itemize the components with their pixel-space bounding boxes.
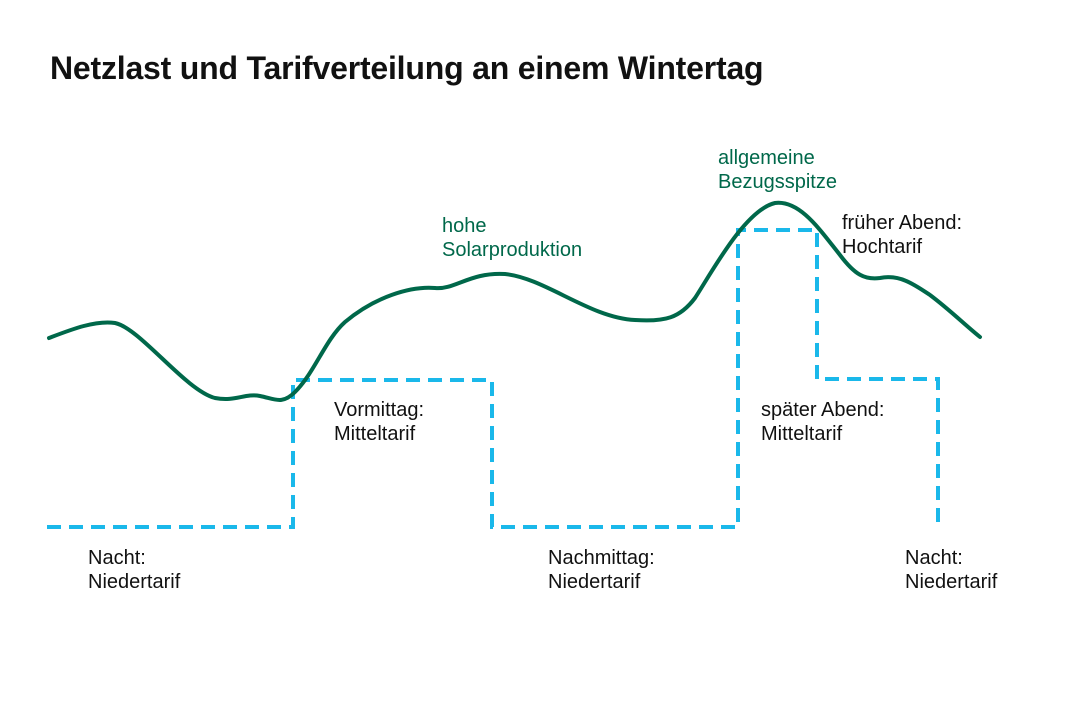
tariff-level: Niedertarif (88, 571, 181, 593)
tariff-period: Nachmittag: (548, 547, 655, 569)
solar-annotation-line2: Solarproduktion (442, 239, 583, 261)
tariff-label-early-evening: früher Abend: Hochtarif (842, 211, 962, 259)
solar-annotation: hohe Solarproduktion (442, 214, 582, 262)
diagram-title: Netzlast und Tarifverteilung an einem Wi… (50, 50, 764, 86)
tariff-period: später Abend: (761, 399, 885, 421)
tariff-label-morning: Vormittag: Mitteltarif (334, 398, 424, 446)
peak-annotation-line2: Bezugsspitze (718, 171, 837, 193)
tariff-level: Niedertarif (905, 571, 998, 593)
tariff-period: Nacht: (905, 547, 963, 569)
tariff-level: Mitteltarif (761, 423, 843, 445)
peak-annotation: allgemeine Bezugsspitze (718, 146, 837, 194)
grid-load-curve (47, 200, 982, 402)
tariff-level: Niedertarif (548, 571, 641, 593)
tariff-label-night-late: Nacht: Niedertarif (905, 546, 997, 594)
solar-annotation-line1: hohe (442, 215, 487, 237)
tariff-level: Hochtarif (842, 236, 923, 258)
tariff-period: früher Abend: (842, 212, 963, 234)
tariff-period: Vormittag: (334, 399, 425, 421)
tariff-level: Mitteltarif (334, 423, 416, 445)
tariff-label-afternoon: Nachmittag: Niedertarif (548, 546, 655, 594)
tariff-period: Nacht: (88, 547, 146, 569)
tariff-step-line (47, 228, 940, 529)
tariff-label-night-early: Nacht: Niedertarif (88, 546, 180, 594)
tariff-label-late-evening: später Abend: Mitteltarif (761, 398, 884, 446)
peak-annotation-line1: allgemeine (718, 147, 815, 169)
